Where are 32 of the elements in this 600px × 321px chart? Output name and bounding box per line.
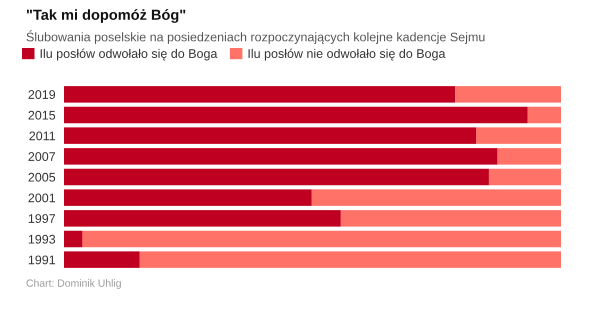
bar (64, 148, 498, 165)
y-tick-label: 2001 (28, 193, 56, 202)
y-tick-label: 2007 (28, 152, 56, 161)
bar (340, 210, 561, 227)
y-tick-label: 2011 (29, 131, 56, 140)
bar (64, 168, 489, 186)
chart-subtitle: Ślubowania poselskie na posiedzeniach rozpoczynających kolejne kadencje Sejmu (26, 30, 484, 44)
bar (64, 251, 140, 268)
bar (64, 127, 476, 144)
bar (64, 106, 528, 124)
bar (64, 230, 82, 248)
bar (64, 210, 341, 227)
bar (476, 127, 561, 144)
bar (64, 86, 456, 103)
y-tick-label: 1997 (28, 214, 56, 223)
bar (312, 189, 561, 206)
y-tick-label: 1993 (28, 234, 56, 244)
bar (140, 251, 561, 268)
legend-label: Ilu posłów odwołało się do Boga (40, 48, 218, 60)
y-tick-label: 1991 (28, 255, 56, 264)
y-tick-label: 2005 (28, 172, 56, 182)
bar (488, 168, 561, 186)
legend-label: Ilu posłów nie odwołało się do Boga (248, 48, 446, 60)
y-tick-label: 2015 (28, 110, 56, 120)
bar (528, 106, 561, 124)
y-tick-label: 2019 (28, 90, 56, 99)
bar (82, 230, 561, 248)
bar (497, 148, 561, 165)
chart-title: "Tak mi dopomóż Bóg" (26, 9, 186, 23)
bar (455, 86, 561, 103)
text: Chart: Dominik Uhlig (26, 279, 121, 289)
bar (64, 189, 312, 206)
